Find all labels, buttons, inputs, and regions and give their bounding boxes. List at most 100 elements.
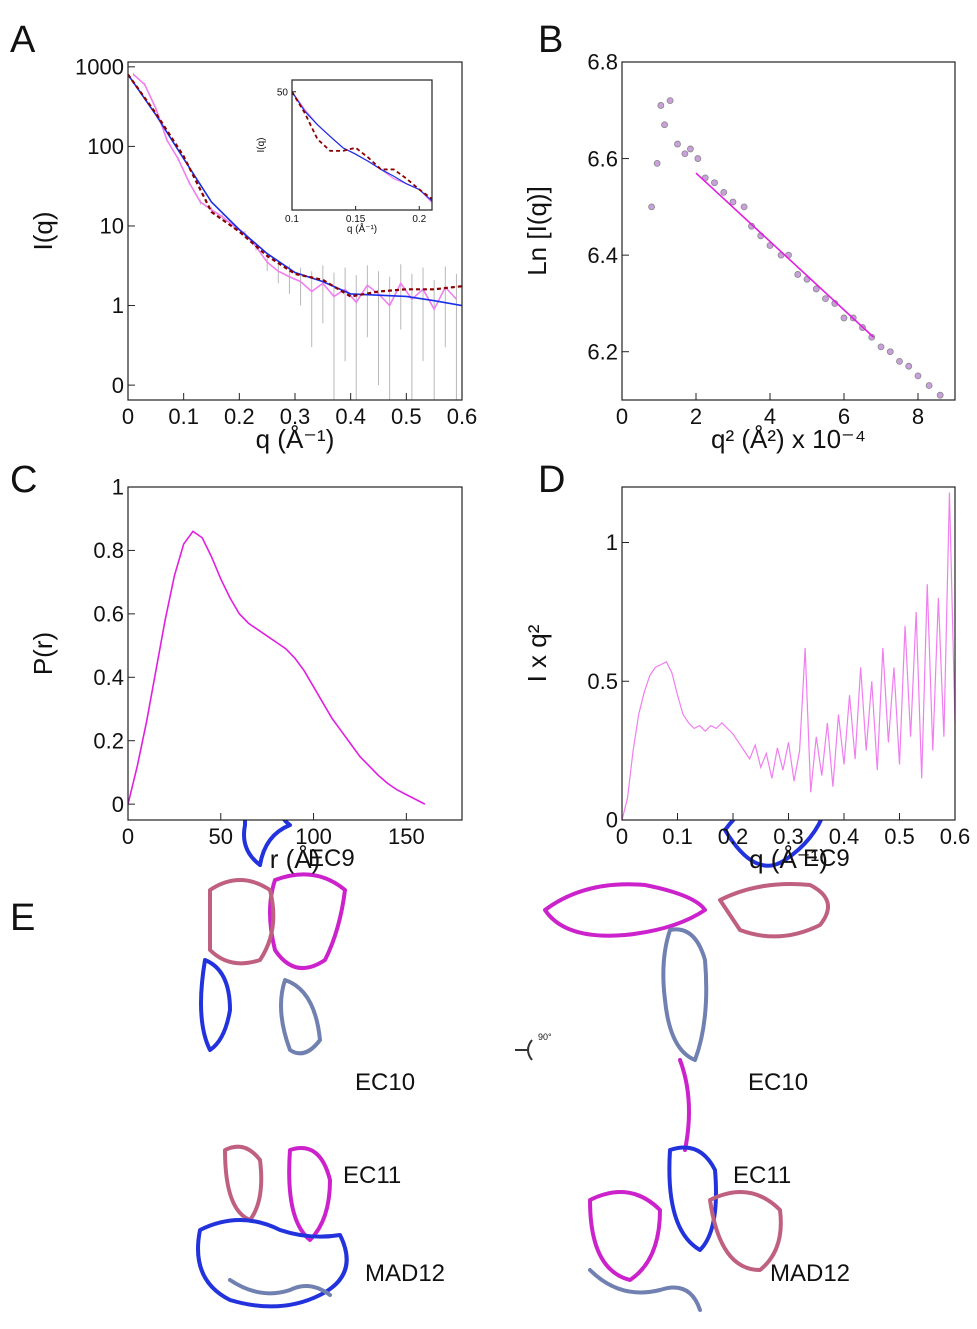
data-point <box>840 314 848 322</box>
data-point <box>886 348 894 356</box>
panel-letter: B <box>538 19 563 61</box>
structure-left <box>196 786 349 1309</box>
data-point <box>661 121 668 129</box>
chart: 0 0.1 0.2 0.3 0.4 0.5 0.6 0 0.5 1 q (Å⁻¹) I x q² <box>522 486 970 874</box>
y-tick-label: 0.5 <box>587 669 618 694</box>
y-tick-label: 6.2 <box>587 339 618 364</box>
x-tick-label: 0.5 <box>884 824 915 849</box>
chart: 0.1 0.15 0.2 50 q (Å⁻¹) I(q) <box>256 79 433 235</box>
x-tick-label: 0.1 <box>168 404 199 429</box>
domain-label: EC10 <box>748 1069 808 1096</box>
domain-label: MAD12 <box>365 1260 445 1287</box>
y-tick-label: 0 <box>606 808 618 833</box>
data-point <box>711 179 718 187</box>
domain-label: MAD12 <box>770 1260 850 1287</box>
y-tick-label: 0.2 <box>93 728 124 753</box>
x-axis-label: r (Å) <box>270 844 321 874</box>
plot-background <box>292 80 432 210</box>
data-point <box>653 159 661 167</box>
x-tick-label: 0.5 <box>391 404 422 429</box>
data-point <box>914 372 922 380</box>
panel-letter: C <box>10 459 37 501</box>
plot-area <box>292 91 432 203</box>
x-tick-label: 0 <box>616 824 628 849</box>
data-point <box>681 150 689 158</box>
x-tick-label: 2 <box>690 404 702 429</box>
x-tick-label: 0 <box>616 404 628 429</box>
y-tick-label: 10 <box>100 214 124 239</box>
y-axis-label: I(q) <box>256 138 267 153</box>
y-tick-label: 1 <box>606 530 618 555</box>
y-tick-label: 6.8 <box>587 50 618 75</box>
data-point <box>868 333 876 341</box>
x-tick-label: 0 <box>122 404 134 429</box>
series-line <box>128 73 462 298</box>
data-point <box>694 155 702 162</box>
y-axis-label: Ln [I(q)] <box>522 186 552 276</box>
x-tick-label: 50 <box>209 824 233 849</box>
series-line <box>133 73 458 311</box>
x-axis-label: q (Å⁻¹) <box>749 844 828 874</box>
x-tick-label: 4 <box>764 404 776 429</box>
data-point <box>729 198 737 206</box>
domain-label: EC9 <box>803 845 850 872</box>
series-line <box>292 91 432 202</box>
plot-background <box>622 62 955 400</box>
y-tick-label: 0.6 <box>93 602 124 627</box>
x-tick-label: 0.6 <box>447 404 478 429</box>
y-axis-label: I x q² <box>522 624 552 682</box>
data-point <box>648 203 655 211</box>
data-point <box>877 343 885 351</box>
x-tick-label: 0.2 <box>224 404 255 429</box>
x-tick-label: 6 <box>838 404 850 429</box>
y-tick-label: 6.6 <box>587 146 618 171</box>
y-tick-label: 0 <box>112 373 124 398</box>
data-point <box>822 295 829 303</box>
plot-frame <box>127 486 463 821</box>
x-tick-label: 0.4 <box>335 404 366 429</box>
x-tick-label: 0.4 <box>829 824 860 849</box>
y-tick-label: 0.8 <box>93 538 124 563</box>
x-tick-label: 0.3 <box>280 404 311 429</box>
plot-background <box>128 487 462 820</box>
x-tick-label: 0 <box>122 824 134 849</box>
plot-area <box>622 492 955 820</box>
structure-right <box>543 790 830 1312</box>
series-line <box>128 530 426 805</box>
y-tick-label: 6.4 <box>587 243 618 268</box>
plot-area <box>648 97 944 399</box>
domain-label: EC9 <box>308 845 355 872</box>
x-tick-label: 0.3 <box>773 824 804 849</box>
x-tick-label: 8 <box>912 404 924 429</box>
data-point <box>657 102 665 109</box>
y-tick-label: 0 <box>112 792 124 817</box>
series-line <box>695 172 875 338</box>
domain-label: EC11 <box>343 1162 401 1189</box>
x-tick-label: 0.1 <box>285 214 299 225</box>
x-tick-label: 100 <box>295 824 332 849</box>
data-point <box>905 362 913 370</box>
rotation-arrow <box>515 1039 533 1061</box>
y-axis-label: I(q) <box>28 212 58 251</box>
plot-frame <box>621 61 956 401</box>
data-point <box>812 285 820 293</box>
rotation-label: 90° <box>538 1032 552 1042</box>
x-axis-label: q² (Å²) x 10⁻⁴ <box>711 424 866 454</box>
panel-letter: E <box>10 897 35 939</box>
data-point <box>794 271 802 278</box>
y-tick-label: 1000 <box>75 55 124 80</box>
chart: 0 2 4 6 8 6.2 6.4 6.6 6.8 q² (Å²) x 10⁻⁴ Ln [I(q)] <box>522 50 956 454</box>
data-point <box>936 391 944 399</box>
y-tick-label: 100 <box>87 134 124 159</box>
x-tick-label: 0.2 <box>718 824 749 849</box>
data-point <box>666 97 674 105</box>
x-tick-label: 0.15 <box>346 214 366 225</box>
data-point <box>720 188 728 196</box>
y-axis-label: P(r) <box>28 632 58 675</box>
x-axis-label: q (Å⁻¹) <box>256 424 335 454</box>
data-point <box>925 382 933 389</box>
x-tick-label: 0.1 <box>662 824 693 849</box>
y-tick-label: 50 <box>277 87 289 98</box>
domain-label: EC10 <box>355 1069 415 1096</box>
